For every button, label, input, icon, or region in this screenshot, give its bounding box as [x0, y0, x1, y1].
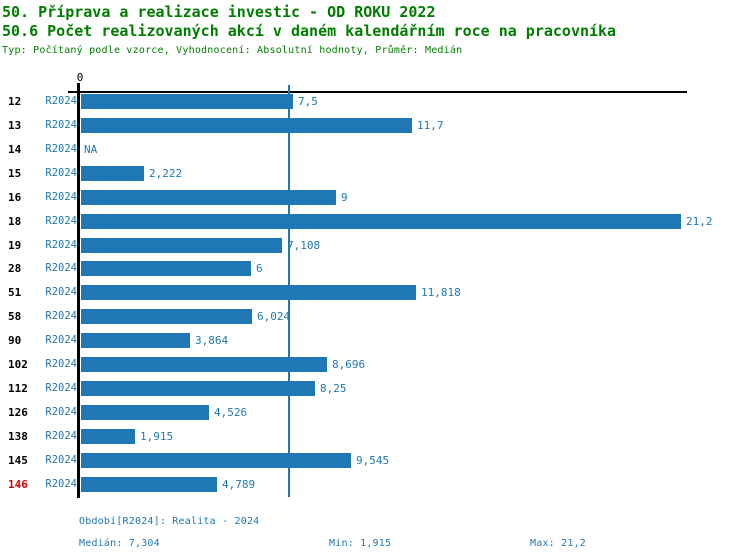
- category-label: 19: [8, 239, 22, 252]
- value-label: 6,024: [257, 310, 291, 323]
- category-label: 51: [8, 286, 22, 299]
- series-period-label: R2024: [45, 430, 77, 442]
- value-label: 8,25: [320, 382, 347, 395]
- category-label: 102: [8, 358, 28, 371]
- category-label: 28: [8, 262, 22, 275]
- category-label: 90: [8, 334, 22, 347]
- category-label: 145: [8, 454, 28, 467]
- series-period-label: R2024: [45, 406, 77, 418]
- value-label: 6: [256, 262, 263, 275]
- chart-subtitle: Typ: Počítaný podle vzorce, Vyhodnocení:…: [2, 45, 463, 56]
- value-label: 11,818: [421, 286, 461, 299]
- series-period-label: R2024: [45, 286, 77, 298]
- series-period-label: R2024: [45, 454, 77, 466]
- y-axis-line: [77, 83, 80, 498]
- value-label: 1,915: [140, 430, 174, 443]
- bar: [81, 238, 282, 253]
- category-label: 126: [8, 406, 28, 419]
- series-period-label: R2024: [45, 167, 77, 179]
- bar: [81, 190, 336, 205]
- bar: [81, 429, 135, 444]
- category-label: 112: [8, 382, 28, 395]
- value-label: 4,526: [214, 406, 248, 419]
- series-period-label: R2024: [45, 478, 77, 490]
- bar: [81, 285, 416, 300]
- footer-min-value: Min: 1,915: [329, 538, 392, 549]
- bar: [81, 357, 327, 372]
- series-period-label: R2024: [45, 215, 77, 227]
- bar: [81, 453, 351, 468]
- footer-median-value: Medián: 7,304: [79, 538, 160, 549]
- bar: [81, 381, 315, 396]
- value-label: 21,2: [686, 215, 713, 228]
- series-period-label: R2024: [45, 382, 77, 394]
- category-label: 14: [8, 143, 22, 156]
- series-period-label: R2024: [45, 119, 77, 131]
- series-period-label: R2024: [45, 95, 77, 107]
- bar: [81, 261, 251, 276]
- series-period-label: R2024: [45, 262, 77, 274]
- category-label: 58: [8, 310, 22, 323]
- bar: [81, 405, 209, 420]
- category-label: 13: [8, 119, 22, 132]
- series-period-label: R2024: [45, 334, 77, 346]
- bar: [81, 94, 293, 109]
- series-period-label: R2024: [45, 239, 77, 251]
- series-period-label: R2024: [45, 143, 77, 155]
- value-label: NA: [84, 143, 98, 156]
- category-label: 138: [8, 430, 28, 443]
- value-label: 8,696: [332, 358, 366, 371]
- bar: [81, 166, 144, 181]
- bar: [81, 214, 681, 229]
- chart-title: 50.6 Počet realizovaných akcí v daném ka…: [2, 22, 617, 40]
- category-label: 12: [8, 95, 22, 108]
- value-label: 7,5: [298, 95, 318, 108]
- bar: [81, 309, 252, 324]
- value-label: 3,864: [195, 334, 229, 347]
- bar: [81, 477, 217, 492]
- x-axis-zero-tick-label: 0: [76, 71, 84, 84]
- value-label: 9,545: [356, 454, 390, 467]
- category-label: 18: [8, 215, 22, 228]
- value-label: 11,7: [417, 119, 444, 132]
- x-axis-line: [68, 91, 687, 93]
- value-label: 7,108: [287, 239, 321, 252]
- series-period-label: R2024: [45, 358, 77, 370]
- category-label: 16: [8, 191, 22, 204]
- category-label: 15: [8, 167, 22, 180]
- bar: [81, 118, 412, 133]
- footer-period-label: Období[R2024]: Realita - 2024: [79, 516, 260, 527]
- footer-max-value: Max: 21,2: [530, 538, 586, 549]
- series-period-label: R2024: [45, 310, 77, 322]
- value-label: 2,222: [149, 167, 183, 180]
- series-period-label: R2024: [45, 191, 77, 203]
- page-title: 50. Příprava a realizace investic - OD R…: [2, 3, 436, 21]
- bar: [81, 333, 190, 348]
- value-label: 4,789: [222, 478, 256, 491]
- value-label: 9: [341, 191, 348, 204]
- category-label: 146: [8, 478, 28, 491]
